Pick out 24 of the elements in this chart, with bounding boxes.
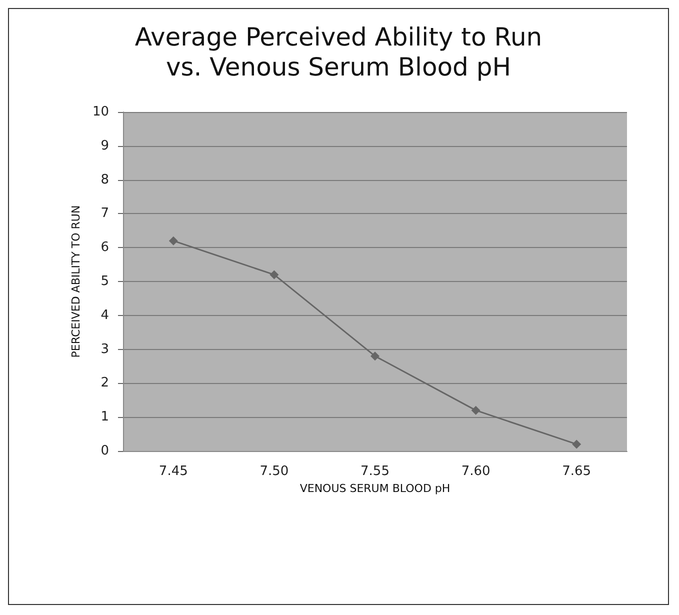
y-tick-label: 5 [100, 274, 109, 289]
y-tick-label: 0 [100, 444, 109, 458]
point [572, 440, 582, 449]
point [370, 352, 380, 361]
x-tick-label: 7.50 [260, 464, 289, 479]
x-tick-label: 7.55 [360, 464, 390, 479]
y-tick-label: 10 [92, 104, 109, 120]
y-tick-label: 1 [100, 410, 109, 425]
y-tick-label: 7 [100, 206, 109, 222]
x-axis-title: VENOUS SERUM BLOOD pH [300, 482, 450, 495]
x-tick-label: 7.65 [562, 464, 592, 479]
y-tick-label: 4 [100, 308, 109, 323]
y-tick-label: 3 [100, 342, 109, 357]
y-tick-label: 9 [100, 138, 109, 154]
x-tick-label: 7.45 [158, 464, 188, 479]
point [471, 406, 480, 415]
chart-title: Average Perceived Ability to Run vs. Venous Serum Blood pH [134, 22, 542, 82]
point [168, 236, 178, 246]
y-axis-title: PERCEIVED ABILITY TO RUN [70, 205, 83, 358]
y-tick-label: 6 [100, 240, 109, 256]
y-tick-label: 2 [100, 376, 109, 391]
y-tick-label: 8 [100, 172, 109, 188]
point [270, 270, 279, 280]
x-tick-label: 7.60 [461, 464, 490, 479]
